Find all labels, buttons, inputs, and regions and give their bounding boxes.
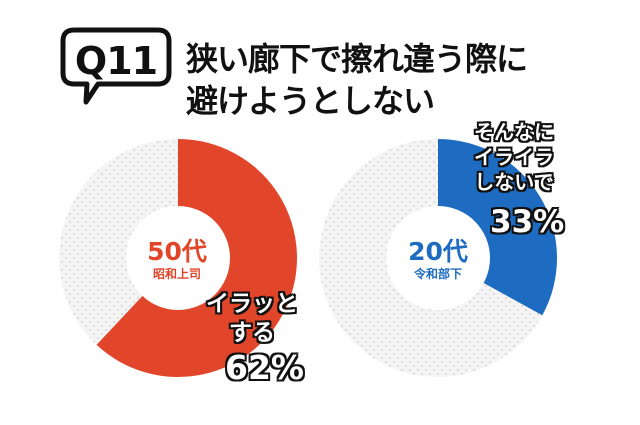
question-title-line-2: 避けようとしない bbox=[186, 82, 435, 120]
chart-2-slice-label-line-3: しないで bbox=[474, 170, 554, 194]
chart-1-slice-label: イラッと する bbox=[206, 290, 298, 348]
chart-2-donut-hole bbox=[386, 206, 490, 310]
chart-1-age-group: 50代 bbox=[147, 237, 207, 266]
chart-1-value-label: 62% bbox=[225, 348, 304, 387]
question-title-line-1: 狭い廊下で擦れ違う際に bbox=[186, 40, 528, 78]
chart-2-age-group: 20代 bbox=[408, 237, 468, 266]
chart-1-donut-hole bbox=[126, 206, 230, 310]
chart-1-slice-label-line-1: イラッと bbox=[206, 291, 298, 317]
question-number: Q11 bbox=[74, 39, 158, 83]
chart-2-role: 令和部下 bbox=[413, 267, 462, 281]
chart-2-center-label: 20代 令和部下 bbox=[386, 238, 490, 282]
chart-2-slice-label-line-2: イライラ bbox=[474, 145, 554, 169]
chart-1-slice-label-line-2: する bbox=[229, 320, 275, 346]
question-title: 狭い廊下で擦れ違う際に 避けようとしない bbox=[186, 38, 606, 122]
chart-1-role: 昭和上司 bbox=[152, 267, 201, 281]
chart-2-slice-label: そんなに イライラ しないで bbox=[474, 120, 554, 195]
chart-2-slice-label-line-1: そんなに bbox=[474, 120, 554, 144]
question-badge-icon bbox=[60, 27, 172, 105]
chart-1-slice-2 bbox=[59, 139, 178, 345]
chart-2-value-label: 33% bbox=[490, 204, 565, 240]
chart-1-center-label: 50代 昭和上司 bbox=[125, 238, 229, 282]
